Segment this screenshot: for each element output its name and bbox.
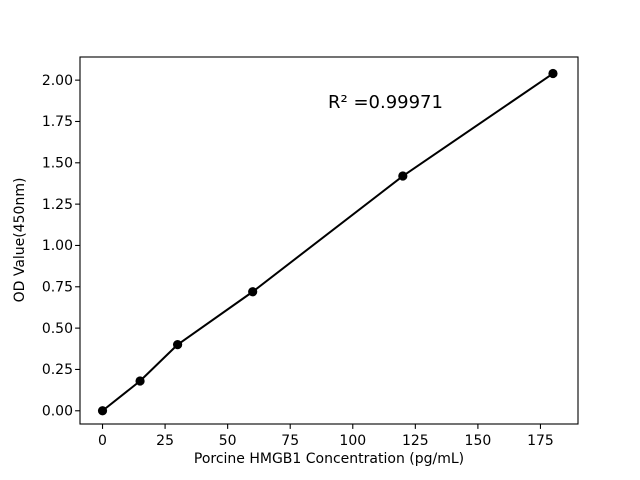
- y-tick-label: 0.25: [42, 362, 73, 378]
- y-tick-label: 2.00: [42, 73, 73, 89]
- standard-curve-line: [101, 72, 554, 412]
- x-tick-label: 175: [527, 433, 554, 449]
- y-tick-label: 0.75: [42, 279, 73, 295]
- data-point-marker: [398, 171, 408, 181]
- y-tick-label: 1.75: [42, 114, 73, 130]
- y-tick-label: 0.00: [42, 403, 73, 419]
- axes-frame: [79, 56, 579, 425]
- x-tick-label: 125: [402, 433, 429, 449]
- x-tick-label: 50: [219, 433, 237, 449]
- x-axis-label: Porcine HMGB1 Concentration (pg/mL): [194, 451, 464, 467]
- y-tick-label: 1.25: [42, 197, 73, 213]
- data-point-marker: [172, 340, 183, 350]
- x-tick-label: 100: [339, 433, 366, 449]
- data-point-marker: [248, 287, 258, 297]
- x-tick-label: 150: [465, 433, 492, 449]
- y-tick-label: 1.50: [42, 156, 73, 172]
- data-point-marker: [97, 406, 108, 416]
- y-tick-label: 0.50: [42, 321, 73, 337]
- r-squared-annotation: R² =0.99971: [328, 92, 443, 113]
- y-axis-label: OD Value(450nm): [12, 178, 28, 303]
- plot-area: 0 25 50 75 100 125 150 175 0.00 0.25 0.50 0.75 1.00 1…: [42, 56, 579, 449]
- x-tick-label: 75: [281, 433, 299, 449]
- x-tick-label: 0: [98, 433, 107, 449]
- data-point-marker: [135, 376, 145, 386]
- data-point-marker: [548, 68, 558, 79]
- y-tick-label: 1.00: [42, 238, 73, 254]
- x-tick-label: 25: [156, 433, 174, 449]
